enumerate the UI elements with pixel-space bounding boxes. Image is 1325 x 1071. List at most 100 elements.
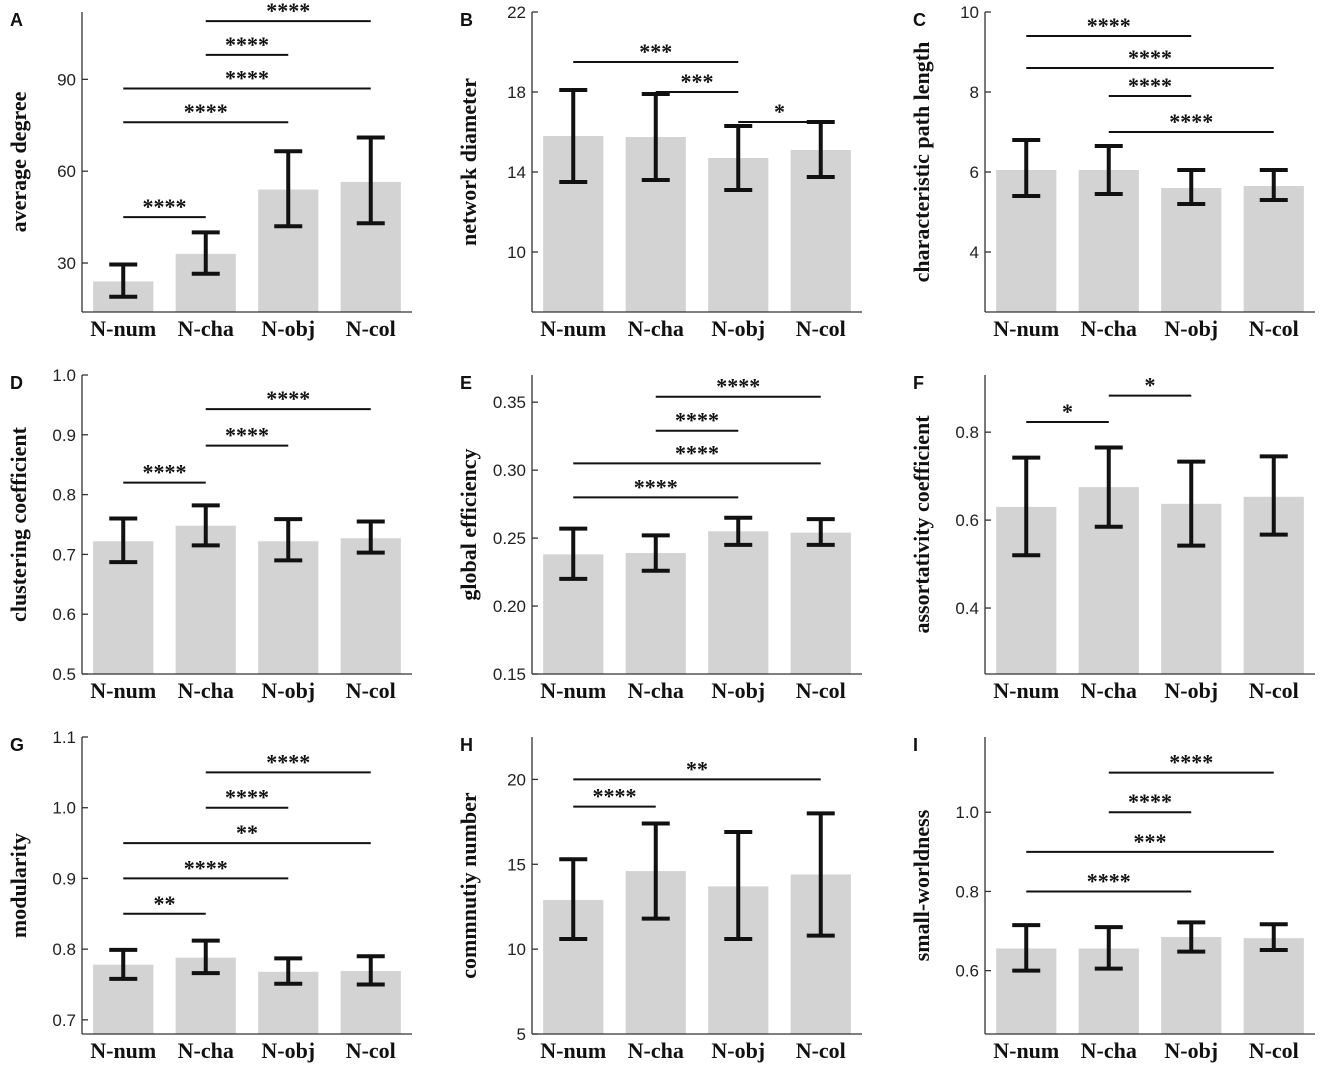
- significance-g-4: ****: [205, 749, 371, 774]
- y-tick-label-i-1: 0.8: [955, 882, 979, 901]
- x-tick-label-g-n-cha: N-cha: [178, 1038, 234, 1063]
- error-bar-d-n-col: [356, 519, 385, 555]
- significance-label: **: [154, 891, 176, 916]
- significance-f-0: *: [1026, 399, 1109, 424]
- error-bar-a-n-num: [109, 262, 138, 299]
- y-tick-label-d-5: 1.0: [52, 366, 76, 385]
- error-bar-i-n-num: [1012, 923, 1041, 973]
- error-bar-e-n-cha: [641, 533, 670, 573]
- significance-label: ****: [143, 194, 187, 219]
- significance-g-3: ****: [205, 785, 289, 810]
- significance-c-1: ****: [1108, 73, 1192, 98]
- x-tick-label-e-n-num: N-num: [540, 678, 606, 703]
- y-tick-label-a-2: 90: [57, 70, 76, 89]
- significance-label: ****: [225, 785, 269, 810]
- y-tick-label-f-1: 0.6: [955, 511, 979, 530]
- x-tick-label-d-n-obj: N-obj: [261, 678, 315, 703]
- y-axis-label-g: modularity: [6, 833, 31, 938]
- y-tick-label-c-2: 8: [970, 83, 979, 102]
- significance-a-2: ****: [123, 66, 371, 91]
- significance-g-2: **: [123, 820, 371, 845]
- y-tick-label-d-4: 0.9: [52, 426, 76, 445]
- significance-label: ****: [266, 386, 310, 411]
- significance-i-2: ****: [1108, 789, 1192, 814]
- significance-b-0: *: [738, 99, 821, 124]
- y-tick-label-b-3: 22: [507, 3, 526, 22]
- significance-g-0: **: [123, 891, 206, 916]
- error-bar-f-n-num: [1012, 455, 1041, 558]
- error-bar-g-n-obj: [274, 956, 303, 986]
- significance-label: ***: [639, 39, 672, 64]
- error-bar-c-n-obj: [1177, 168, 1206, 206]
- y-tick-label-g-0: 0.7: [52, 1011, 76, 1030]
- significance-a-4: ****: [205, 0, 371, 23]
- significance-c-2: ****: [1026, 45, 1274, 70]
- error-bar-a-n-obj: [274, 149, 303, 229]
- significance-h-0: ****: [573, 784, 656, 809]
- panel-letter-a: A: [10, 10, 23, 30]
- y-axis-label-e: global efficiency: [456, 448, 481, 600]
- y-tick-label-b-1: 14: [507, 163, 526, 182]
- y-tick-label-h-2: 15: [507, 855, 526, 874]
- error-bar-d-n-cha: [191, 503, 220, 548]
- significance-label: ****: [266, 749, 310, 774]
- x-tick-label-i-n-cha: N-cha: [1081, 1038, 1137, 1063]
- significance-e-0: ****: [573, 474, 739, 499]
- bar-d-n-obj: [258, 541, 319, 674]
- x-tick-label-c-n-obj: N-obj: [1164, 316, 1218, 341]
- error-bar-h-n-col: [806, 811, 835, 938]
- significance-f-1: *: [1108, 373, 1192, 398]
- y-tick-label-g-3: 1.0: [52, 799, 76, 818]
- y-tick-label-e-3: 0.30: [493, 461, 526, 480]
- panel-letter-e: E: [460, 373, 472, 393]
- panel-letter-g: G: [10, 735, 24, 755]
- significance-e-3: ****: [655, 374, 821, 399]
- x-tick-label-b-n-obj: N-obj: [711, 316, 765, 341]
- significance-label: ****: [1128, 789, 1172, 814]
- significance-label: ****: [184, 855, 228, 880]
- significance-label: ****: [1169, 750, 1213, 775]
- bar-e-n-col: [790, 532, 851, 674]
- significance-label: ****: [225, 423, 269, 448]
- panel-letter-d: D: [10, 373, 23, 393]
- significance-label: ****: [1087, 868, 1131, 893]
- error-bar-b-n-obj: [724, 124, 753, 192]
- bar-d-n-cha: [175, 525, 236, 674]
- significance-d-0: ****: [123, 460, 206, 485]
- x-tick-label-f-n-num: N-num: [993, 678, 1059, 703]
- significance-label: ****: [1128, 45, 1172, 70]
- y-tick-label-a-1: 60: [57, 162, 76, 181]
- bar-i-n-col: [1243, 938, 1304, 1034]
- x-tick-label-g-n-num: N-num: [90, 1038, 156, 1063]
- x-tick-label-e-n-cha: N-cha: [628, 678, 684, 703]
- x-tick-label-c-n-num: N-num: [993, 316, 1059, 341]
- significance-label: ****: [593, 784, 637, 809]
- y-tick-label-i-2: 1.0: [955, 803, 979, 822]
- x-tick-label-g-n-obj: N-obj: [261, 1038, 315, 1063]
- significance-e-1: ****: [573, 440, 821, 465]
- y-axis-label-f: assortativity coefficient: [909, 415, 934, 634]
- y-tick-label-i-0: 0.6: [955, 962, 979, 981]
- x-tick-label-e-n-obj: N-obj: [711, 678, 765, 703]
- x-tick-label-f-n-obj: N-obj: [1164, 678, 1218, 703]
- panel-letter-i: I: [913, 735, 918, 755]
- x-tick-label-a-n-obj: N-obj: [261, 316, 315, 341]
- y-axis-label-i: small-worldness: [909, 809, 934, 961]
- error-bar-i-n-obj: [1177, 920, 1206, 954]
- x-tick-label-c-n-cha: N-cha: [1081, 316, 1137, 341]
- significance-d-2: ****: [205, 386, 371, 411]
- significance-e-2: ****: [655, 408, 739, 433]
- x-tick-label-d-n-col: N-col: [346, 678, 396, 703]
- error-bar-g-n-num: [109, 947, 138, 981]
- y-tick-label-g-4: 1.1: [52, 728, 76, 747]
- y-tick-label-c-0: 4: [970, 243, 979, 262]
- y-axis-label-c: characteristic path length: [909, 42, 934, 283]
- significance-g-1: ****: [123, 855, 289, 880]
- significance-label: ****: [184, 99, 228, 124]
- error-bar-a-n-cha: [191, 230, 220, 276]
